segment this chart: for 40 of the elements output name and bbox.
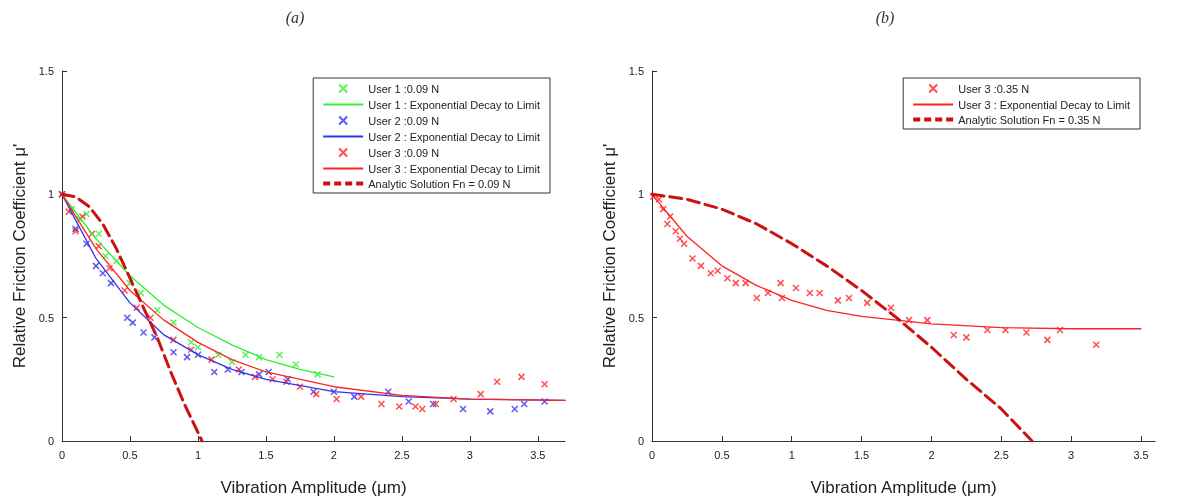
x-tick-label: 3.5 xyxy=(1133,448,1149,461)
legend-label: User 3 :0.35 N xyxy=(958,82,1030,95)
x-tick-label: 2 xyxy=(928,448,935,461)
x-tick-label: 3 xyxy=(1068,448,1075,461)
legend-label: User 3 :0.09 N xyxy=(368,146,440,159)
x-tick-label: 1 xyxy=(788,448,795,461)
x-tick-label: 0.5 xyxy=(714,448,730,461)
legend-label: Analytic Solution Fn = 0.09 N xyxy=(368,177,511,190)
x-tick-label: 0 xyxy=(648,448,656,461)
x-tick-label: 2 xyxy=(330,448,337,461)
legend-label: User 2 :0.09 N xyxy=(368,114,440,127)
y-tick-label: 0 xyxy=(637,435,644,447)
y-tick-label: 1.5 xyxy=(628,65,644,77)
legend-label: User 1 : Exponential Decay to Limit xyxy=(368,98,541,111)
y-tick-label: 1 xyxy=(637,188,644,201)
x-tick-label: 2.5 xyxy=(394,448,410,461)
y-tick-label: 0 xyxy=(47,435,54,447)
legend-label: User 2 : Exponential Decay to Limit xyxy=(368,130,541,143)
y-tick-label: 0.5 xyxy=(628,311,644,324)
chart-title: (a) xyxy=(285,8,305,27)
x-tick-label: 2.5 xyxy=(993,448,1009,461)
chart-title: (b) xyxy=(875,8,895,27)
legend-label: Analytic Solution Fn = 0.35 N xyxy=(958,113,1101,126)
x-axis-title: Vibration Amplitude (μm) xyxy=(810,478,997,497)
x-axis-title: Vibration Amplitude (μm) xyxy=(220,478,407,497)
x-tick-label: 0 xyxy=(58,448,66,461)
x-tick-label: 1.5 xyxy=(258,448,274,461)
legend-label: User 1 :0.09 N xyxy=(368,82,440,95)
legend-label: User 3 : Exponential Decay to Limit xyxy=(368,162,541,175)
y-axis-title: Relative Friction Coefficient μ' xyxy=(9,143,29,369)
legend-label: User 3 : Exponential Decay to Limit xyxy=(958,98,1131,111)
y-tick-label: 1.5 xyxy=(38,65,54,77)
x-tick-label: 1.5 xyxy=(853,448,870,461)
y-axis-title: Relative Friction Coefficient μ' xyxy=(599,143,619,369)
y-tick-label: 1 xyxy=(47,188,54,201)
x-tick-label: 1 xyxy=(194,448,202,461)
x-tick-label: 0.5 xyxy=(122,448,138,461)
x-tick-label: 3.5 xyxy=(530,448,546,461)
y-tick-label: 0.5 xyxy=(38,311,54,324)
x-tick-label: 3 xyxy=(466,448,473,461)
